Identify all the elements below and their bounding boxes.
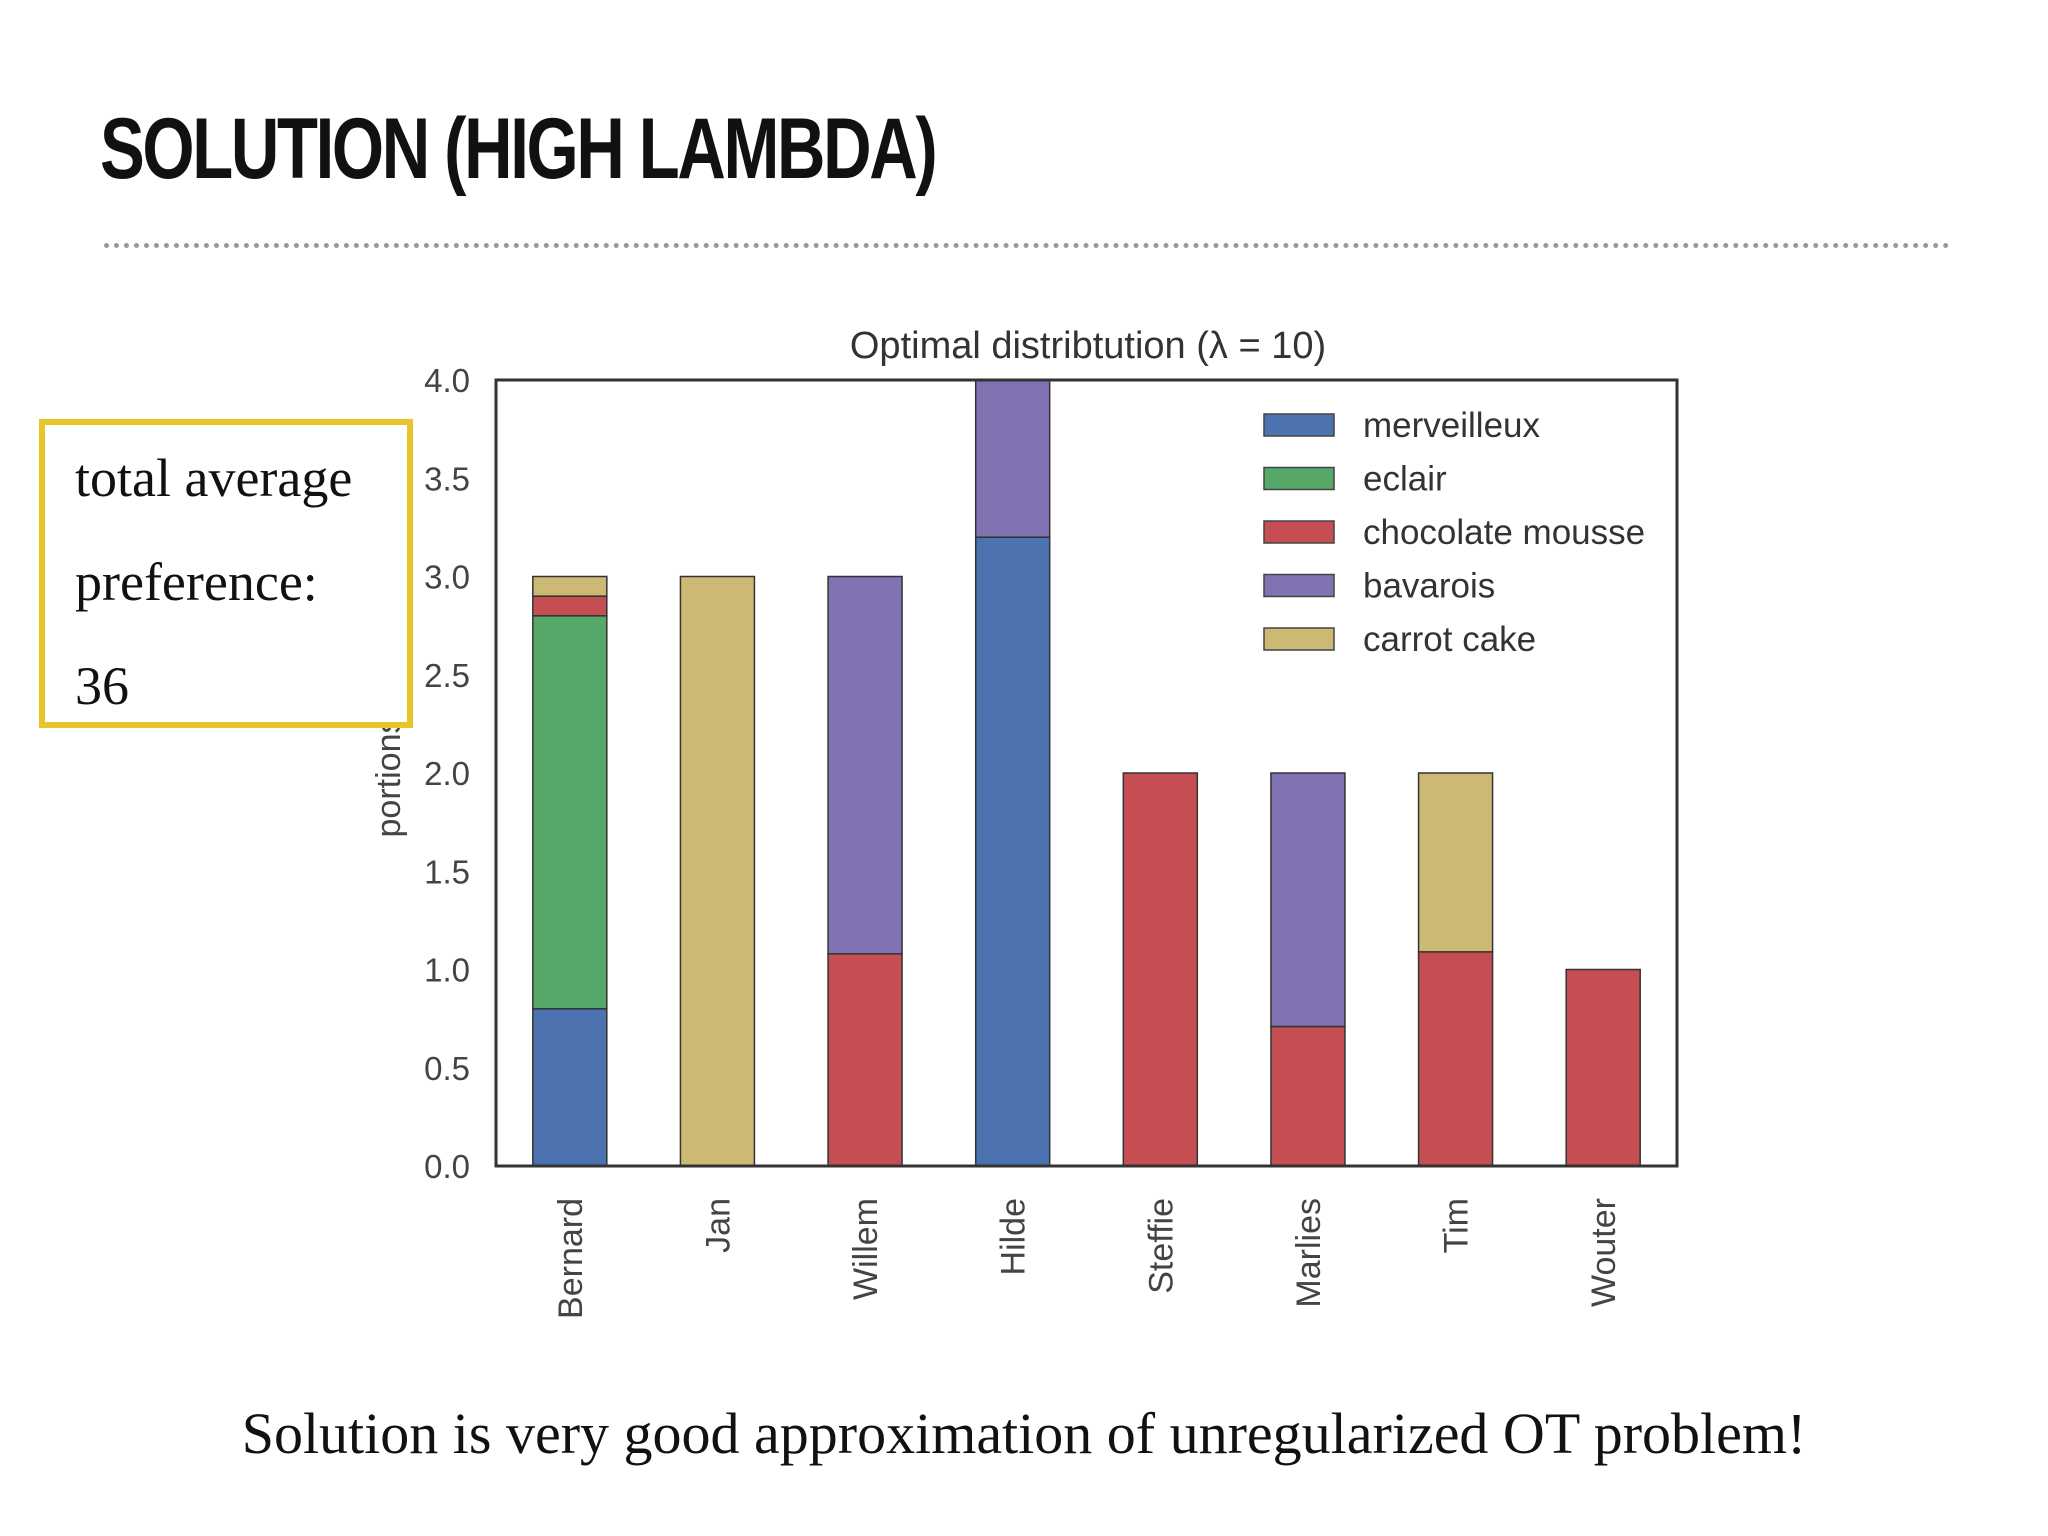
plot-frame xyxy=(494,378,1679,1168)
preference-callout: total average preference: 36 xyxy=(39,419,413,728)
bar-segment-carrot-cake xyxy=(1417,772,1494,953)
bar-segment-eclair xyxy=(532,615,608,1010)
bar-segment-chocolate-mousse xyxy=(1565,968,1641,1167)
chart-title: Optimal distribtution (λ = 10) xyxy=(850,325,1326,367)
stacked-bar-chart: Optimal distribtution (λ = 10) portions … xyxy=(370,325,1679,1319)
bar-segment-carrot-cake xyxy=(679,575,756,1167)
legend-label: eclair xyxy=(1363,460,1447,499)
bar-segment-chocolate-mousse xyxy=(1270,1025,1346,1167)
legend-swatch xyxy=(1263,413,1335,437)
bar-segment-bavarois xyxy=(827,575,903,955)
bar-segment-chocolate-mousse xyxy=(1122,772,1199,1167)
legend-swatch xyxy=(1263,573,1335,598)
legend-swatch xyxy=(1263,627,1335,651)
bar-segment-chocolate-mousse xyxy=(532,595,608,617)
y-tick-label: 2.0 xyxy=(424,755,470,792)
y-tick-label: 1.0 xyxy=(424,952,470,989)
callout-line-2: preference: xyxy=(75,552,318,612)
legend-swatch xyxy=(1263,466,1335,491)
callout-value: 36 xyxy=(75,656,129,716)
bar-segment-bavarois xyxy=(1270,772,1346,1028)
x-tick-label: Bernard xyxy=(552,1198,590,1319)
x-tick-label: Jan xyxy=(699,1198,737,1253)
bar-segment-bavarois xyxy=(974,379,1051,538)
legend-label: merveilleux xyxy=(1363,406,1540,445)
bar-segment-chocolate-mousse xyxy=(827,953,903,1167)
y-tick-label: 4.0 xyxy=(424,362,470,399)
slide-footer: Solution is very good approximation of u… xyxy=(241,1401,1807,1466)
y-tick-label: 0.0 xyxy=(424,1148,470,1185)
legend-label: chocolate mousse xyxy=(1363,513,1645,552)
callout-line-1: total average xyxy=(75,448,353,508)
x-tick-label: Marlies xyxy=(1290,1198,1328,1308)
bar-segment-chocolate-mousse xyxy=(1417,951,1494,1167)
y-tick-label: 2.5 xyxy=(424,657,470,694)
y-axis-label: portions xyxy=(370,717,408,838)
y-tick-label: 1.5 xyxy=(424,853,470,890)
x-tick-label: Hilde xyxy=(995,1198,1033,1275)
legend-swatch xyxy=(1263,520,1335,544)
x-tick-label: Tim xyxy=(1438,1198,1476,1253)
legend-label: bavarois xyxy=(1363,567,1495,606)
legend-label: carrot cake xyxy=(1363,620,1536,659)
x-tick-label: Willem xyxy=(847,1198,885,1300)
y-tick-label: 0.5 xyxy=(424,1050,470,1087)
x-tick-label: Steffie xyxy=(1142,1198,1180,1294)
y-tick-label: 3.0 xyxy=(424,559,470,596)
x-tick-label: Wouter xyxy=(1585,1198,1623,1307)
bar-segment-carrot-cake xyxy=(532,575,608,597)
title-divider xyxy=(104,243,1950,248)
bar-segment-merveilleux xyxy=(974,536,1051,1167)
slide-title: SOLUTION (HIGH LAMBDA) xyxy=(100,101,938,197)
bar-segment-merveilleux xyxy=(532,1008,608,1167)
y-tick-label: 3.5 xyxy=(424,460,470,497)
